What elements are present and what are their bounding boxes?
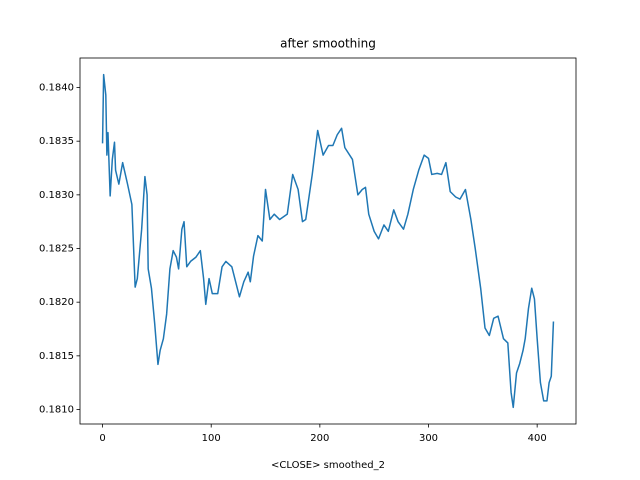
chart-title: after smoothing	[280, 37, 376, 51]
x-tick-label: 400	[528, 433, 547, 444]
y-tick-label: 0.1835	[39, 136, 74, 147]
data-line	[101, 73, 555, 409]
y-tick-label: 0.1825	[39, 244, 74, 255]
x-tick-label: 200	[310, 433, 329, 444]
y-tick-label: 0.1820	[39, 297, 74, 308]
x-axis-label: <CLOSE> smoothed_2	[271, 460, 385, 471]
y-tick-label: 0.1810	[39, 405, 74, 416]
x-tick-label: 0	[99, 433, 105, 444]
y-tick-label: 0.1840	[39, 83, 74, 94]
y-tick-label: 0.1815	[39, 351, 74, 362]
plot-frame	[79, 57, 577, 425]
x-tick-label: 100	[202, 433, 221, 444]
y-tick-label: 0.1830	[39, 190, 74, 201]
x-tick-label: 300	[419, 433, 438, 444]
